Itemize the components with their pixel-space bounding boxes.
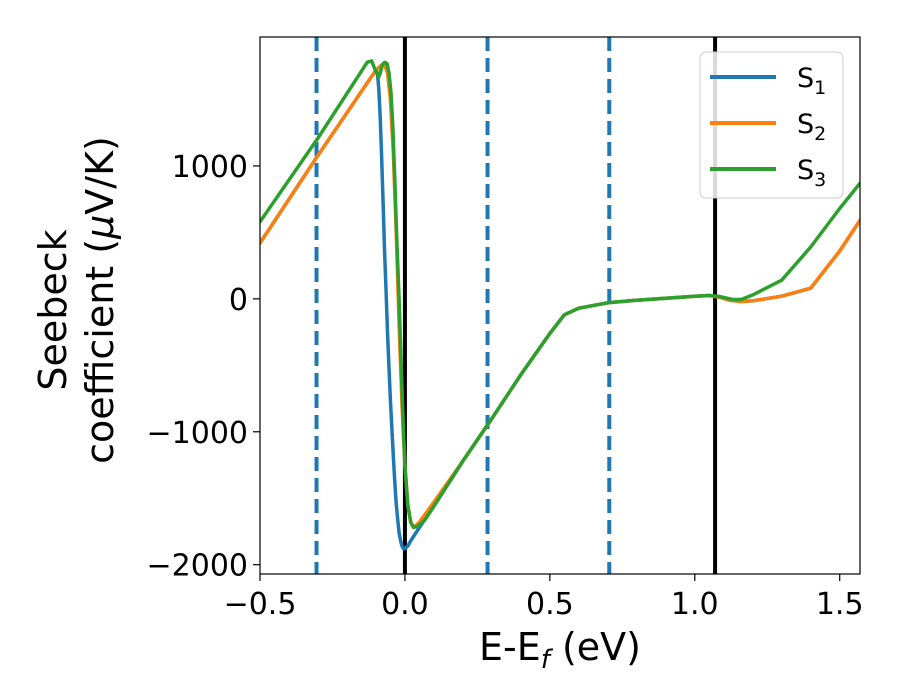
- x-tick-label: 1.0: [671, 587, 719, 622]
- x-tick-label: −0.5: [224, 587, 297, 622]
- x-axis-label-unit: (eV): [550, 625, 641, 669]
- y-axis-label-line1: Seebeck: [31, 229, 75, 390]
- reference-lines: [314, 37, 718, 574]
- x-axis-label: E-Ef (eV): [479, 625, 641, 675]
- series-lines: [260, 59, 860, 551]
- series-line-s3: [260, 59, 860, 530]
- legend-label-sub: 2: [814, 123, 826, 145]
- plot-frame: [259, 36, 861, 575]
- y-tick-label: −1000: [147, 416, 248, 451]
- x-tick-label: 0.5: [526, 587, 574, 622]
- y-tick-label: 0: [229, 283, 248, 318]
- y-tick-label: 1000: [172, 150, 248, 185]
- y-axis-label-unit: V/K): [78, 136, 122, 215]
- legend-label-s2: S2: [797, 109, 826, 145]
- legend-label-main: S: [797, 155, 814, 186]
- y-axis-label-line2-text: coefficient (: [78, 239, 122, 464]
- legend-label-sub: 3: [814, 169, 826, 191]
- y-tick-label: −2000: [147, 549, 248, 584]
- y-axis-ticks: 1000 0 −1000 −2000: [147, 150, 260, 584]
- x-tick-label: 0.0: [381, 587, 429, 622]
- y-axis-label-mu: μ: [78, 215, 122, 240]
- x-tick-label: 1.5: [816, 587, 864, 622]
- legend-label-s3: S3: [797, 155, 826, 191]
- legend-label-main: S: [797, 109, 814, 140]
- x-axis-ticks: −0.5 0.0 0.5 1.0 1.5: [224, 574, 864, 622]
- x-axis-label-main: E-E: [479, 625, 541, 669]
- legend-label-s1: S1: [797, 63, 826, 99]
- legend-label-main: S: [797, 63, 814, 94]
- y-axis-label-line2: coefficient (μV/K): [78, 136, 122, 464]
- legend-label-sub: 1: [814, 77, 826, 99]
